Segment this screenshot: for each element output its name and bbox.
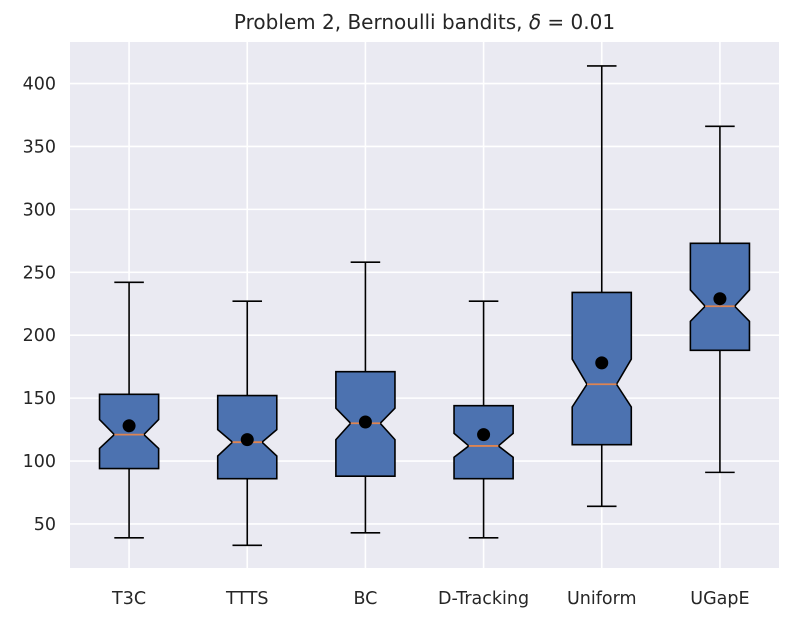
y-axis-ticks: 50 100 150 200 250 300 350 400: [23, 75, 56, 535]
x-axis-ticks: T3C TTTS BC D-Tracking Uniform UGapE: [111, 589, 749, 609]
y-tick-label: 250: [23, 263, 56, 283]
box-d-tracking: [453, 300, 514, 539]
x-tick-label: UGapE: [690, 589, 749, 609]
box-ttts: [216, 300, 278, 547]
mean-marker: [122, 419, 136, 433]
chart-title-prefix: Problem 2, Bernoulli bandits,: [234, 10, 529, 34]
mean-marker: [358, 415, 372, 429]
y-tick-label: 150: [23, 389, 56, 409]
y-tick-label: 50: [34, 515, 56, 535]
chart-title-suffix: = 0.01: [541, 10, 615, 34]
x-tick-label: T3C: [111, 589, 146, 609]
x-tick-label: Uniform: [567, 589, 637, 609]
box-body: [453, 404, 514, 480]
y-tick-label: 100: [23, 452, 56, 472]
mean-marker: [240, 433, 254, 447]
box-bc: [335, 261, 396, 534]
x-tick-label: D-Tracking: [438, 589, 529, 609]
box-t3c: [98, 281, 160, 539]
chart-title-symbol: δ: [529, 10, 541, 34]
mean-marker: [713, 292, 727, 306]
y-tick-label: 350: [23, 137, 56, 157]
y-tick-label: 400: [23, 75, 56, 95]
chart-title: Problem 2, Bernoulli bandits, δ = 0.01: [234, 10, 615, 34]
x-tick-label: TTTS: [225, 589, 269, 609]
mean-marker: [595, 356, 609, 370]
mean-marker: [477, 428, 491, 442]
y-tick-label: 200: [23, 326, 56, 346]
y-tick-label: 300: [23, 200, 56, 220]
x-tick-label: BC: [353, 589, 377, 609]
box-ugape: [689, 125, 751, 474]
plot-area: [70, 42, 779, 568]
box-series: [98, 65, 751, 547]
box-uniform: [571, 65, 633, 508]
